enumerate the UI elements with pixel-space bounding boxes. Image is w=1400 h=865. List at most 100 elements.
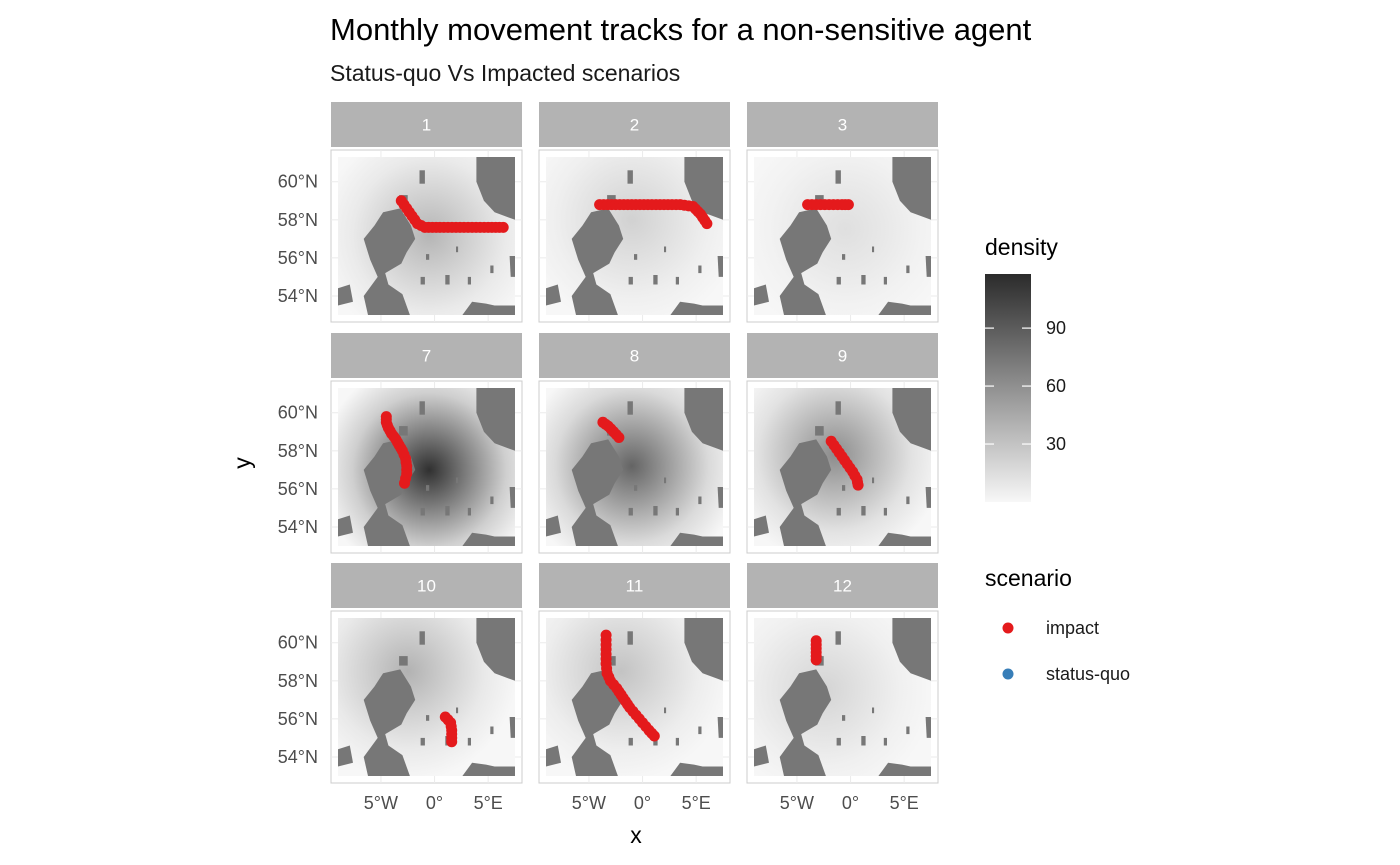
impact-track	[810, 635, 822, 666]
facet-strip	[747, 333, 938, 378]
y-tick-label: 56°N	[278, 479, 318, 499]
facet-panel-12: 12	[746, 563, 939, 784]
land-polygon	[883, 737, 887, 746]
land-polygon	[664, 707, 667, 714]
land-polygon	[925, 717, 931, 738]
land-mask	[338, 157, 515, 315]
land-polygon	[571, 439, 624, 546]
impact-point	[842, 199, 854, 211]
land-polygon	[670, 762, 723, 776]
facet-strip-label: 12	[833, 577, 852, 596]
y-tick-label: 58°N	[278, 671, 318, 691]
land-mask	[754, 388, 931, 546]
land-polygon	[490, 496, 494, 505]
land-polygon	[338, 515, 353, 537]
land-polygon	[467, 507, 471, 516]
land-polygon	[906, 265, 910, 274]
chart-title: Monthly movement tracks for a non-sensit…	[330, 12, 1032, 47]
legend: density 30 60 90 scenario impact status-quo	[985, 234, 1130, 684]
land-mask	[754, 618, 931, 776]
x-tick-label: 5°E	[890, 793, 919, 813]
land-polygon	[363, 669, 416, 776]
land-polygon	[571, 208, 624, 315]
impact-track	[439, 711, 458, 748]
facet-strip	[539, 102, 730, 147]
density-colorbar	[985, 274, 1031, 502]
land-polygon	[456, 477, 459, 484]
land-polygon	[476, 157, 515, 220]
land-polygon	[546, 515, 561, 537]
facet-strip	[331, 102, 522, 147]
land-polygon	[653, 275, 658, 285]
land-polygon	[456, 246, 459, 253]
land-polygon	[815, 426, 824, 436]
colorbar-tick-label: 30	[1046, 434, 1066, 454]
land-polygon	[906, 496, 910, 505]
land-polygon	[445, 275, 450, 285]
scenario-key-impact	[1002, 622, 1014, 634]
land-polygon	[717, 717, 723, 738]
land-polygon	[835, 401, 841, 415]
land-polygon	[779, 208, 832, 315]
land-polygon	[456, 707, 459, 714]
colorbar-tick-label: 90	[1046, 318, 1066, 338]
x-tick-label: 0°	[842, 793, 859, 813]
land-polygon	[462, 762, 515, 776]
y-tick-label: 56°N	[278, 709, 318, 729]
x-tick-label: 0°	[634, 793, 651, 813]
y-tick-label: 58°N	[278, 441, 318, 461]
land-polygon	[664, 246, 667, 253]
land-polygon	[490, 726, 494, 735]
x-tick-label: 5°W	[572, 793, 606, 813]
land-polygon	[628, 737, 633, 746]
land-polygon	[467, 276, 471, 285]
land-polygon	[675, 737, 679, 746]
land-polygon	[509, 717, 515, 738]
facet-strip	[539, 333, 730, 378]
land-polygon	[628, 276, 633, 285]
land-polygon	[892, 388, 931, 451]
land-polygon	[878, 762, 931, 776]
impact-point	[701, 218, 713, 230]
impact-point	[852, 479, 864, 491]
facet-strip-label: 9	[838, 347, 847, 366]
land-polygon	[675, 507, 679, 516]
land-polygon	[627, 631, 633, 645]
y-tick-label: 60°N	[278, 633, 318, 653]
x-tick-label: 5°W	[364, 793, 398, 813]
land-polygon	[546, 745, 561, 767]
land-polygon	[878, 301, 931, 315]
land-polygon	[571, 669, 624, 776]
land-polygon	[426, 485, 430, 491]
land-polygon	[698, 726, 702, 735]
land-polygon	[872, 477, 875, 484]
scenario-legend-keys: impact status-quo	[1002, 618, 1130, 684]
impact-point	[648, 730, 660, 742]
x-axis-title: x	[630, 822, 642, 848]
impact-track	[600, 629, 660, 742]
land-polygon	[842, 485, 846, 491]
colorbar-tick-label: 60	[1046, 376, 1066, 396]
land-polygon	[892, 618, 931, 681]
land-polygon	[628, 507, 633, 516]
land-polygon	[779, 439, 832, 546]
facet-panels: 1 2 37 8 910 11 12	[330, 102, 939, 784]
land-polygon	[462, 301, 515, 315]
impact-point	[613, 432, 625, 443]
land-polygon	[670, 301, 723, 315]
land-polygon	[872, 246, 875, 253]
land-polygon	[670, 532, 723, 546]
impact-track	[380, 411, 413, 489]
scenario-key-status-quo	[1002, 668, 1014, 680]
facet-strip	[539, 563, 730, 608]
land-mask	[546, 618, 723, 776]
land-polygon	[419, 401, 425, 415]
land-polygon	[878, 532, 931, 546]
land-polygon	[717, 256, 723, 277]
land-polygon	[467, 737, 471, 746]
facet-strip-label: 7	[422, 347, 431, 366]
land-polygon	[836, 737, 841, 746]
land-polygon	[546, 284, 561, 306]
x-tick-label: 5°W	[780, 793, 814, 813]
facet-panel-3: 3	[746, 102, 939, 323]
